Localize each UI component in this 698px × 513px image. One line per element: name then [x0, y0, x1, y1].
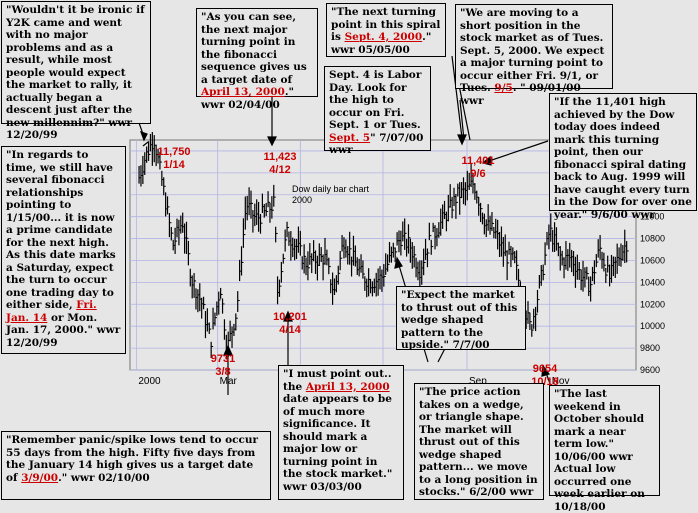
x-tick-label: Nov	[552, 376, 570, 387]
note-y2k: "Wouldn't it be ironic if Y2K came and w…	[1, 1, 151, 141]
note-wedge-action: "The price action takes on a wedge, or t…	[414, 383, 544, 500]
x-tick-label: Sep	[469, 376, 487, 387]
price-bars	[138, 132, 629, 360]
label-10201: 10,201 4/14	[273, 311, 307, 336]
note-point-out: "I must point out.. the April 13, 2000 d…	[278, 365, 404, 500]
x-tick-label: Mar	[220, 376, 238, 387]
note-spiral: "The next turning point in this spiral i…	[326, 3, 446, 57]
y-tick-label: 11000	[640, 212, 664, 222]
note-regards-time: "In regards to time, we still have sever…	[1, 146, 126, 354]
note-labor-day: Sept. 4 is Labor Day. Look for the high …	[324, 66, 431, 156]
chart-title-line1: Dow daily bar chart	[292, 184, 370, 194]
y-tick-label: 10200	[640, 299, 665, 309]
y-tick-label: 10800	[640, 234, 665, 244]
note-wedge-thrust: "Expect the market to thrust out of this…	[396, 286, 526, 351]
note-11401-high: "If the 11,401 high achieved by the Dow …	[549, 93, 697, 221]
note-panic-lows: "Remember panic/spike lows tend to occur…	[1, 431, 271, 500]
label-11423: 11,423 4/12	[263, 151, 297, 176]
note-fib-target: "As you can see, the next major turning …	[196, 8, 318, 111]
chart-title-line2: 2000	[292, 195, 312, 205]
y-tick-label: 9600	[640, 365, 660, 375]
y-tick-label: 10400	[640, 277, 665, 287]
label-11750: 11,750 1/14	[157, 146, 191, 171]
y-tick-label: 10600	[640, 255, 665, 265]
y-tick-label: 9800	[640, 343, 660, 353]
x-tick-label: 2000	[138, 376, 161, 387]
note-short-position: "We are moving to a short position in th…	[455, 4, 613, 107]
label-11401: 11,401 9/6	[461, 155, 495, 180]
label-9731: 9731 3/8	[210, 353, 236, 378]
y-tick-label: 10000	[640, 321, 665, 331]
note-last-weekend: "The last weekend in October should mark…	[549, 385, 660, 513]
